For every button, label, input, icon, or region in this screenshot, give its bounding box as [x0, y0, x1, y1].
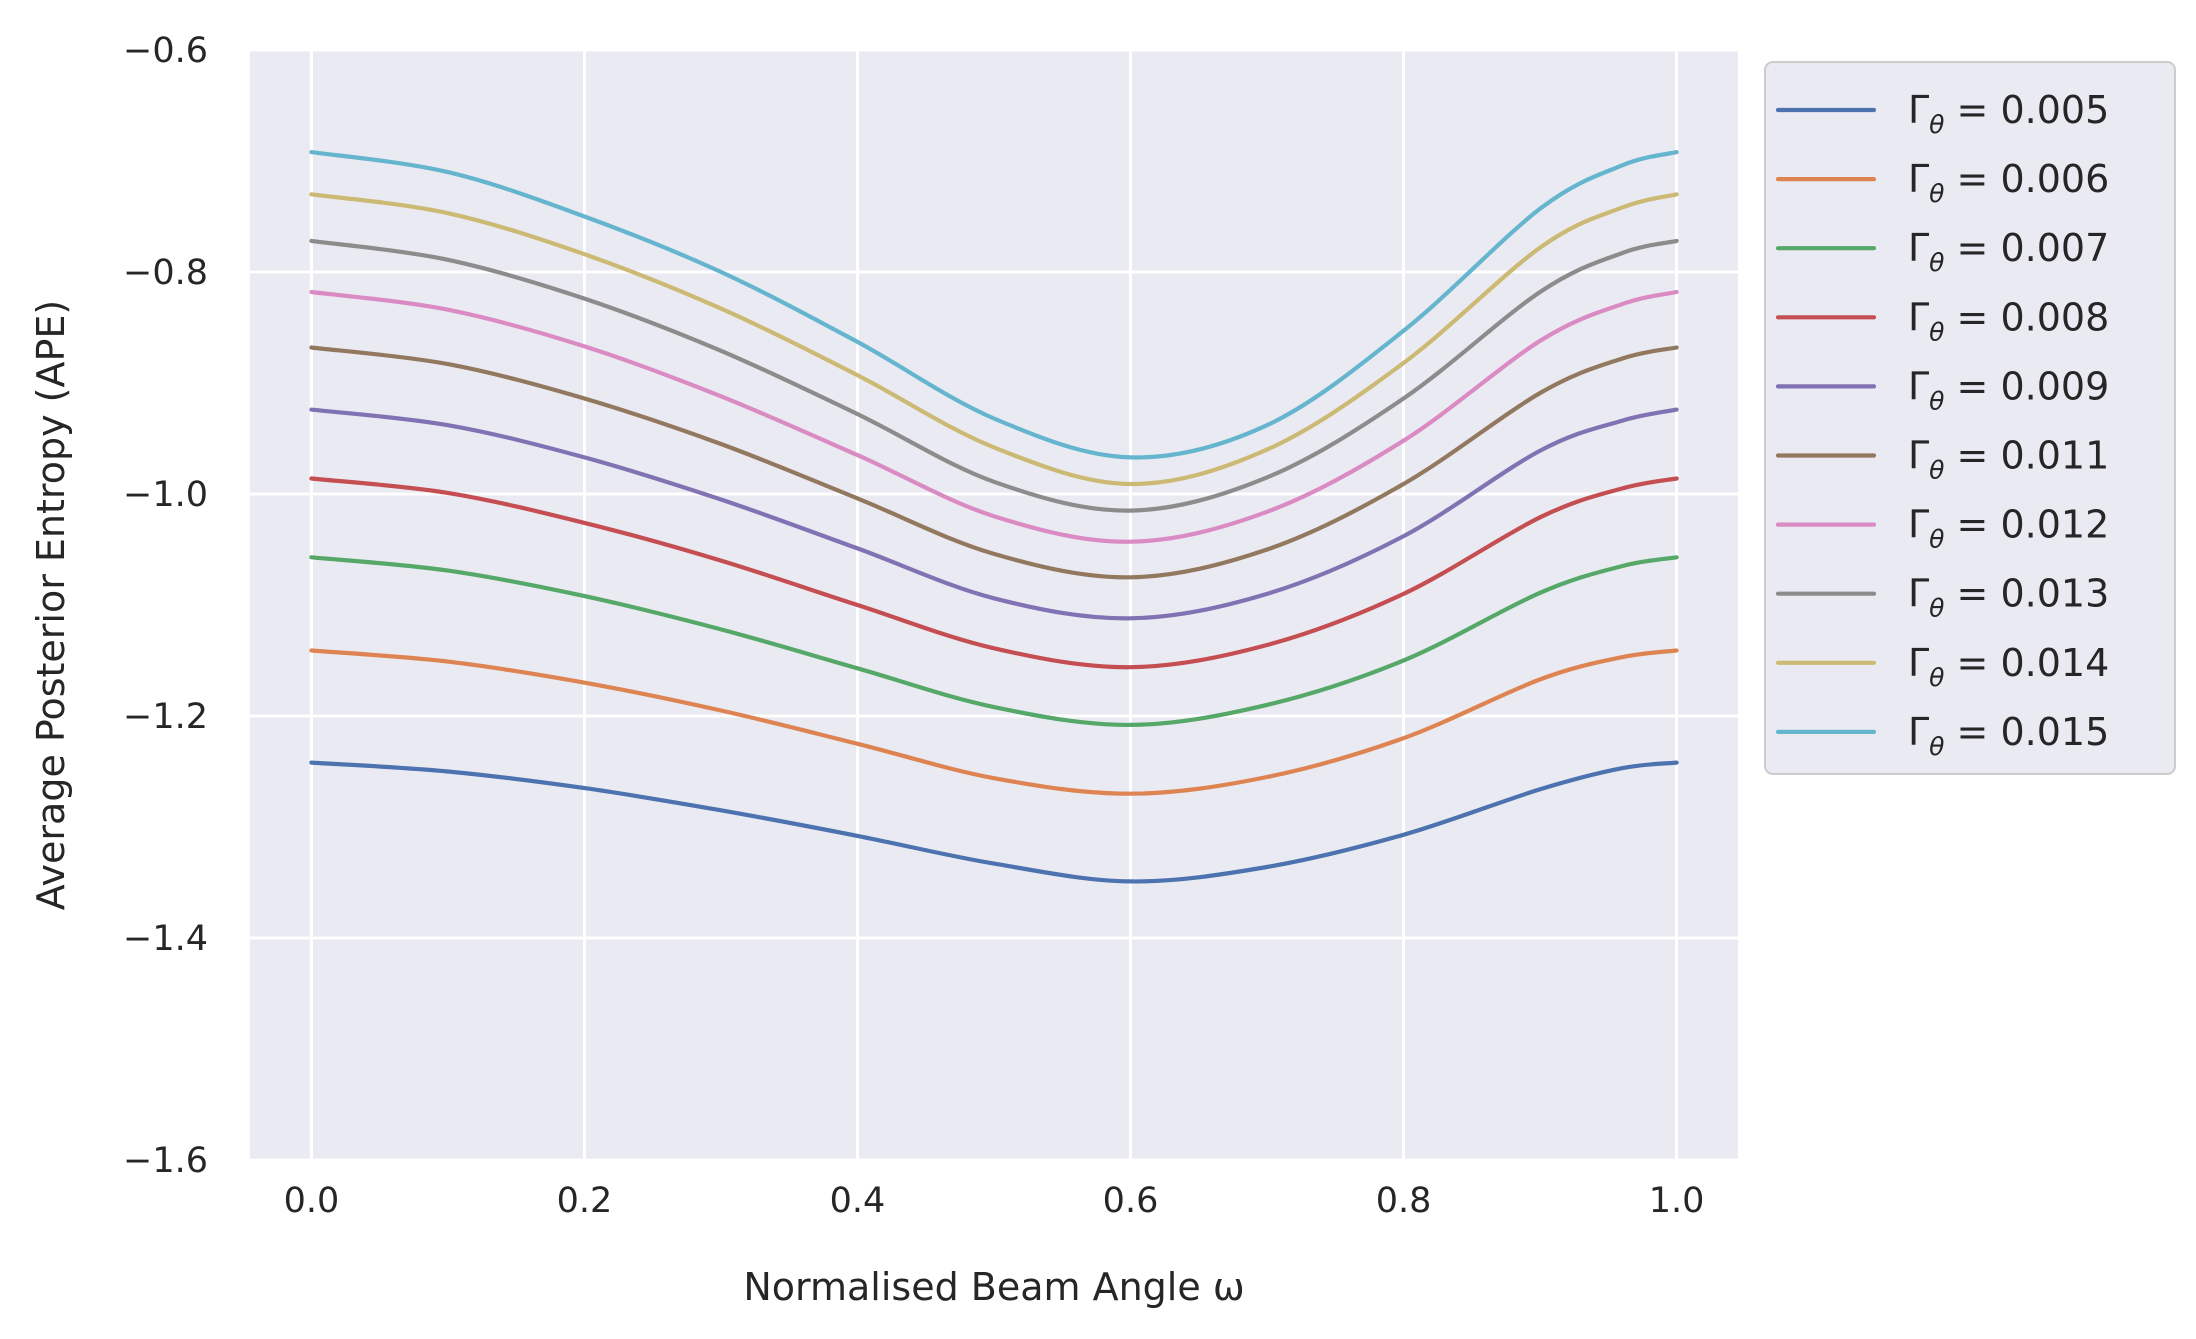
- x-tick-label: 0.6: [1103, 1181, 1159, 1221]
- y-axis-ticks: −0.6 −0.8 −1.0 −1.2 −1.4 −1.6: [123, 31, 208, 1181]
- y-tick-label: −0.6: [123, 31, 208, 71]
- legend-label: Γθ = 0.013: [1908, 572, 2109, 623]
- y-axis-label: Average Posterior Entropy (APE): [29, 300, 73, 910]
- series-lines: [309, 150, 1679, 884]
- x-tick-label: 0.0: [284, 1181, 340, 1221]
- legend-label: Γθ = 0.012: [1908, 503, 2109, 554]
- x-axis-label: Normalised Beam Angle ω: [743, 1265, 1244, 1309]
- series-line-0: [309, 760, 1679, 884]
- y-tick-label: −1.0: [123, 475, 208, 515]
- series-line-8: [309, 192, 1679, 487]
- legend-entry: Γθ = 0.011: [1775, 434, 2109, 485]
- x-axis-ticks: 0.0 0.2 0.4 0.6 0.8 1.0: [284, 1181, 1705, 1221]
- legend-label: Γθ = 0.011: [1908, 434, 2109, 485]
- series-line-6: [309, 289, 1679, 544]
- series-line-9: [309, 150, 1679, 460]
- y-tick-label: −1.4: [123, 919, 208, 959]
- legend-label: Γθ = 0.015: [1908, 710, 2109, 761]
- plot-background: [250, 50, 1738, 1160]
- legend-entry: Γθ = 0.014: [1775, 641, 2109, 692]
- legend-frame: [1764, 61, 2176, 775]
- series-line-4: [309, 407, 1679, 621]
- legend-entry: Γθ = 0.009: [1775, 364, 2109, 415]
- x-tick-label: 1.0: [1649, 1181, 1705, 1221]
- series-line-7: [309, 238, 1679, 513]
- y-tick-label: −0.8: [123, 253, 208, 293]
- legend-entry: Γθ = 0.013: [1775, 572, 2109, 623]
- legend-label: Γθ = 0.006: [1908, 157, 2109, 208]
- legend-entry: Γθ = 0.006: [1775, 157, 2109, 208]
- legend-label: Γθ = 0.014: [1908, 641, 2109, 692]
- legend: Γθ = 0.005 Γθ = 0.006 Γθ = 0.007 Γθ = 0.008…: [1764, 61, 2176, 775]
- series-line-2: [309, 555, 1679, 728]
- x-tick-label: 0.4: [830, 1181, 886, 1221]
- legend-entry: Γθ = 0.015: [1775, 710, 2109, 761]
- x-tick-label: 0.2: [557, 1181, 613, 1221]
- series-line-3: [309, 476, 1679, 670]
- legend-label: Γθ = 0.005: [1908, 88, 2109, 139]
- legend-entry: Γθ = 0.007: [1775, 226, 2109, 277]
- y-tick-label: −1.6: [123, 1141, 208, 1181]
- series-line-1: [309, 648, 1679, 796]
- legend-label: Γθ = 0.009: [1908, 364, 2109, 415]
- y-tick-label: −1.2: [123, 697, 208, 737]
- legend-entry: Γθ = 0.005: [1775, 88, 2109, 139]
- x-tick-label: 0.8: [1376, 1181, 1432, 1221]
- legend-entry: Γθ = 0.008: [1775, 295, 2109, 346]
- legend-entry: Γθ = 0.012: [1775, 503, 2109, 554]
- legend-label: Γθ = 0.007: [1908, 226, 2109, 277]
- legend-label: Γθ = 0.008: [1908, 295, 2109, 346]
- series-line-5: [309, 345, 1679, 580]
